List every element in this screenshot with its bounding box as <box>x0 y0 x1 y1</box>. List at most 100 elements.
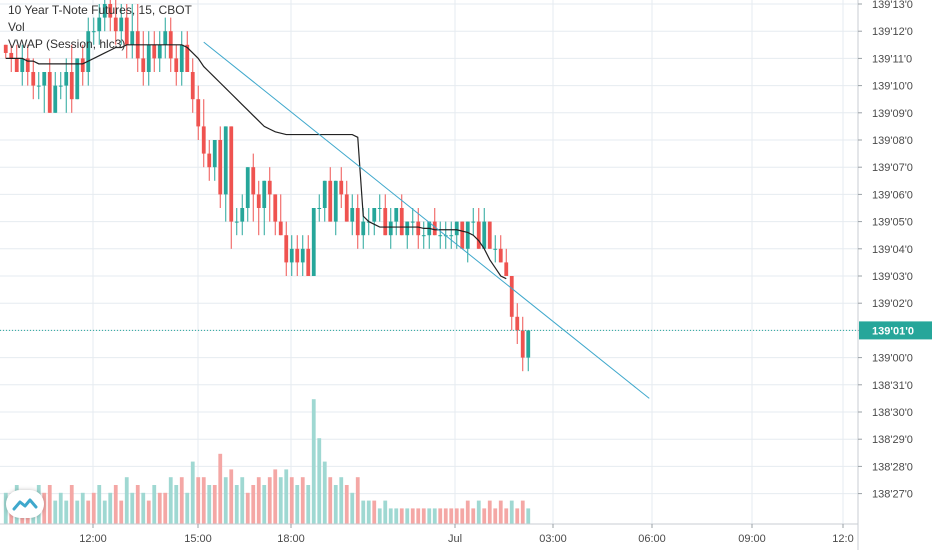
candle-up <box>405 221 410 236</box>
candle-down <box>3 44 8 53</box>
time-axis[interactable]: 12:00 15:00 18:00 Jul 03:00 06:00 09:00 12:0 <box>0 523 858 545</box>
volume-bar <box>42 492 47 524</box>
volume-bar <box>86 500 91 524</box>
candle-down <box>69 72 74 100</box>
volume-bar <box>108 492 113 524</box>
candle-down <box>328 180 333 222</box>
candle-up <box>350 208 355 222</box>
candle-up <box>361 221 366 236</box>
volume-bar <box>465 500 470 524</box>
volume-bar <box>47 485 52 524</box>
x-tick-label: 03:00 <box>539 533 567 545</box>
volume-bar <box>355 477 360 524</box>
volume-bar <box>3 492 8 524</box>
vol-legend[interactable]: Vol <box>8 20 25 34</box>
volume-bar <box>383 500 388 524</box>
vwap-legend[interactable]: VWAP (Session, hlc3) <box>8 37 126 51</box>
volume-bar <box>278 477 283 524</box>
candle-up <box>130 31 135 45</box>
candle-down <box>476 221 481 249</box>
candle-up <box>234 221 239 223</box>
candle-down <box>251 167 256 195</box>
candlesticks <box>3 0 531 372</box>
volume-bar <box>498 500 503 524</box>
candle-up <box>377 208 382 209</box>
candle-down <box>9 52 14 59</box>
volume-bar <box>157 492 162 524</box>
candle-down <box>306 248 311 276</box>
volume-bar <box>229 469 234 524</box>
candle-down <box>185 44 190 72</box>
volume-bar <box>273 469 278 524</box>
candle-up <box>471 221 476 223</box>
volume-bar <box>487 500 492 524</box>
volume-bar <box>526 508 531 524</box>
volume-bar <box>152 485 157 524</box>
y-tick-label: 139'13'0 <box>872 0 913 11</box>
y-tick-label: 138'28'0 <box>872 461 913 473</box>
candle-up <box>212 140 217 168</box>
candle-down <box>339 180 344 195</box>
candle-up <box>388 221 393 236</box>
candle-up <box>58 85 63 87</box>
x-tick-label: 15:00 <box>184 533 212 545</box>
volume-bars <box>3 399 531 524</box>
trendline[interactable] <box>203 41 650 399</box>
y-tick-label: 138'27'0 <box>872 489 913 501</box>
candle-up <box>119 17 124 32</box>
volume-bar <box>97 485 102 524</box>
y-tick-label: 139'12'0 <box>872 26 913 38</box>
candle-down <box>207 153 212 168</box>
vwap-path <box>5 44 507 280</box>
candle-down <box>201 126 206 154</box>
volume-bar <box>289 477 294 524</box>
volume-bar <box>168 477 173 524</box>
tradingview-logo-icon[interactable] <box>6 490 44 518</box>
vwap-line <box>5 44 507 280</box>
candle-up <box>410 221 415 223</box>
candle-up <box>75 58 80 100</box>
volume-bar <box>124 477 129 524</box>
y-tick-label: 139'06'0 <box>872 189 913 201</box>
volume-bar <box>64 500 69 524</box>
volume-bar <box>234 485 239 524</box>
volume-bar <box>405 508 410 524</box>
volume-bar <box>262 485 267 524</box>
volume-bar <box>141 492 146 524</box>
volume-bar <box>377 508 382 524</box>
volume-bar <box>328 477 333 524</box>
candle-up <box>289 248 294 263</box>
y-tick-label: 139'00'0 <box>872 353 913 365</box>
y-tick-label: 139'11'0 <box>872 53 912 65</box>
y-tick-label: 139'10'0 <box>872 81 913 93</box>
candle-up <box>91 31 96 33</box>
candle-down <box>190 72 195 100</box>
candle-up <box>42 72 47 86</box>
x-tick-label: Jul <box>448 533 462 545</box>
candle-up <box>311 208 316 276</box>
candle-up <box>245 167 250 208</box>
volume-bar <box>482 508 487 524</box>
candle-down <box>344 194 349 222</box>
candle-down <box>14 58 19 72</box>
volume-bar <box>196 477 201 524</box>
trendline-path[interactable] <box>203 41 650 399</box>
price-axis[interactable]: 139'13'0 139'12'0 139'11'0 139'10'0 139'09'0… <box>857 0 932 550</box>
candle-down <box>80 58 85 72</box>
candle-down <box>520 330 525 358</box>
candle-up <box>449 235 454 237</box>
candle-down <box>218 140 223 195</box>
volume-bar <box>58 492 63 524</box>
y-tick-label: 138'30'0 <box>872 407 913 419</box>
volume-bar <box>361 500 366 524</box>
volume-bar <box>135 485 140 524</box>
candle-up <box>146 44 151 72</box>
candle-up <box>317 208 322 209</box>
volume-bar <box>245 492 250 524</box>
candle-up <box>300 248 305 263</box>
candle-down <box>25 58 30 72</box>
volume-bar <box>295 485 300 524</box>
candle-up <box>20 58 25 72</box>
symbol-title[interactable]: 10 Year T-Note Futures, 15, CBOT <box>8 3 192 17</box>
